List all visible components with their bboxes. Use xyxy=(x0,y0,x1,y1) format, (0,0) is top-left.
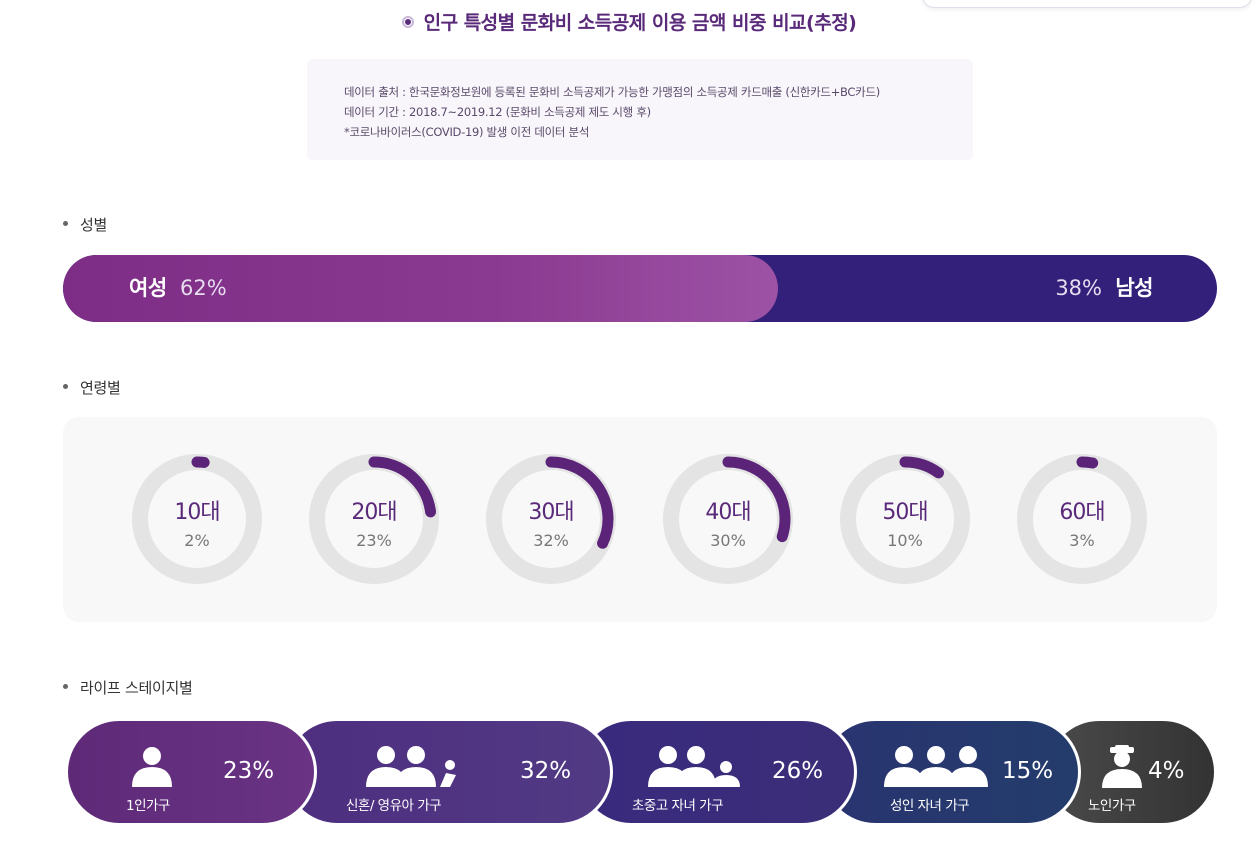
section-bullet-icon xyxy=(63,384,68,389)
age-ring-arc xyxy=(722,456,791,543)
title-bullet-icon xyxy=(401,15,414,28)
age-ring-value: 30% xyxy=(710,531,746,550)
section-age-text: 연령별 xyxy=(80,379,121,397)
age-ring-label: 60대 xyxy=(1059,500,1104,525)
page-title: 인구 특성별 문화비 소득공제 이용 금액 비중 비교(추정) xyxy=(0,8,1258,35)
source-line-1: 데이터 출처 : 한국문화정보원에 등록된 문화비 소득공제가 가능한 가맹점의… xyxy=(344,85,880,99)
elderly-person-icon xyxy=(1102,745,1142,788)
age-ring-label: 20대 xyxy=(351,500,396,525)
gender-male-value: 38% xyxy=(1055,276,1102,300)
gender-bar: 여성 62% 38% 남성 xyxy=(63,255,1217,322)
age-ring-arc xyxy=(899,456,944,479)
source-line-3: *코로나바이러스(COVID-19) 발생 이전 데이터 분석 xyxy=(344,125,590,139)
life-value-elderly: 4% xyxy=(1148,758,1185,784)
section-bullet-icon xyxy=(63,221,68,226)
source-line-2: 데이터 기간 : 2018.7~2019.12 (문화비 소득공제 제도 시행 … xyxy=(344,105,651,119)
age-ring-value: 32% xyxy=(533,531,569,550)
life-segment-adult-children: 성인 자녀 가구 15% xyxy=(821,718,1081,826)
section-gender-text: 성별 xyxy=(80,216,108,234)
gender-female-value: 62% xyxy=(180,276,227,300)
life-label-single: 1인가구 xyxy=(126,798,170,814)
life-value-school-children: 26% xyxy=(772,758,824,784)
top-right-widget-edge xyxy=(922,0,1252,8)
three-adults-icon xyxy=(884,746,988,787)
gender-female-text: 여성 62% xyxy=(129,255,227,322)
single-person-icon xyxy=(132,747,172,787)
life-value-newlywed: 32% xyxy=(520,758,572,784)
section-label-age: 연령별 xyxy=(63,377,121,398)
couple-with-baby-icon xyxy=(366,746,456,787)
gender-male-text: 38% 남성 xyxy=(1055,255,1153,322)
age-ring-label: 30대 xyxy=(528,500,573,525)
gender-male-label: 남성 xyxy=(1115,276,1153,300)
data-source-box: 데이터 출처 : 한국문화정보원에 등록된 문화비 소득공제가 가능한 가맹점의… xyxy=(307,59,973,160)
section-life-text: 라이프 스테이지별 xyxy=(80,679,193,697)
age-ring-value: 3% xyxy=(1069,531,1094,550)
age-ring-arc xyxy=(1076,456,1099,469)
age-chart-panel: 10대 2% 20대 23% 30대 32% 40대 30% 50대 10% 60대 3% xyxy=(63,417,1217,622)
age-ring-arc xyxy=(368,456,437,518)
age-ring-value: 23% xyxy=(356,531,392,550)
family-with-child-icon xyxy=(648,746,740,787)
life-segment-single: 1인가구 23% xyxy=(65,718,317,826)
section-bullet-icon xyxy=(63,684,68,689)
age-ring-value: 2% xyxy=(184,531,209,550)
age-ring-label: 40대 xyxy=(705,500,750,525)
age-ring-label: 10대 xyxy=(174,500,219,525)
age-ring-value: 10% xyxy=(887,531,923,550)
life-value-adult-children: 15% xyxy=(1002,758,1054,784)
life-label-school-children: 초중고 자녀 가구 xyxy=(632,798,724,814)
gender-female-fill xyxy=(63,255,778,322)
life-label-newlywed: 신혼/ 영유아 가구 xyxy=(346,798,442,814)
life-value-single: 23% xyxy=(223,758,275,784)
life-segment-school-children: 초중고 자녀 가구 26% xyxy=(577,718,857,826)
section-label-gender: 성별 xyxy=(63,214,107,235)
life-stage-chart: 1인가구 23% 신혼/ 영유아 가구 32% 초중고 자녀 가구 26% 성인… xyxy=(65,718,1217,826)
life-segment-newlywed: 신혼/ 영유아 가구 32% xyxy=(283,718,613,826)
page-title-text: 인구 특성별 문화비 소득공제 이용 금액 비중 비교(추정) xyxy=(423,12,857,34)
age-ring-label: 50대 xyxy=(882,500,927,525)
age-ring-arc xyxy=(545,456,614,549)
life-label-elderly: 노인가구 xyxy=(1088,798,1136,814)
gender-female-label: 여성 xyxy=(129,276,167,300)
life-label-adult-children: 성인 자녀 가구 xyxy=(890,798,970,814)
section-label-life: 라이프 스테이지별 xyxy=(63,677,193,698)
